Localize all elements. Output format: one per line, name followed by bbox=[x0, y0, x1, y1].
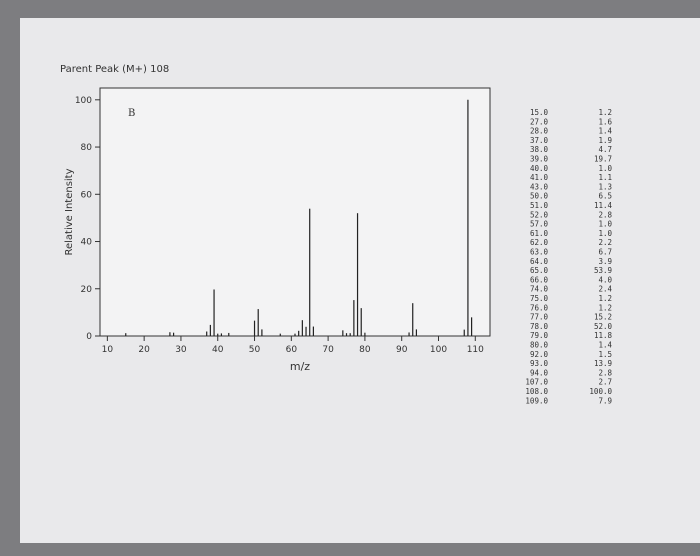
plot-frame bbox=[99, 87, 491, 337]
x-axis-label: m/z bbox=[290, 360, 310, 373]
table-mz: 27.0 bbox=[530, 117, 549, 126]
table-intensity: 1.0 bbox=[598, 164, 612, 173]
x-tick-label: 10 bbox=[102, 345, 114, 355]
table-intensity: 2.4 bbox=[598, 285, 612, 294]
table-intensity: 1.0 bbox=[598, 229, 612, 238]
y-tick-label: 0 bbox=[86, 332, 92, 342]
table-intensity: 1.2 bbox=[598, 108, 612, 117]
table-intensity: 1.3 bbox=[598, 182, 612, 191]
table-intensity: 3.9 bbox=[598, 257, 612, 266]
x-tick-label: 20 bbox=[138, 345, 150, 355]
table-mz: 61.0 bbox=[530, 229, 549, 238]
table-intensity: 4.7 bbox=[598, 145, 612, 154]
table-mz: 94.0 bbox=[530, 368, 549, 377]
table-intensity: 53.9 bbox=[594, 266, 612, 275]
table-mz: 52.0 bbox=[530, 210, 549, 219]
table-mz: 75.0 bbox=[530, 294, 549, 303]
table-mz: 92.0 bbox=[530, 350, 549, 359]
table-mz: 109.0 bbox=[525, 396, 548, 405]
x-tick-label: 50 bbox=[249, 345, 261, 355]
x-tick-label: 40 bbox=[212, 345, 224, 355]
table-mz: 62.0 bbox=[530, 238, 549, 247]
table-mz: 37.0 bbox=[530, 136, 549, 145]
y-tick-label: 20 bbox=[81, 285, 93, 295]
table-mz: 63.0 bbox=[530, 248, 549, 257]
table-intensity: 15.2 bbox=[594, 313, 612, 322]
chart-title: Parent Peak (M+) 108 bbox=[60, 64, 169, 75]
table-intensity: 4.0 bbox=[598, 275, 612, 284]
table-intensity: 11.4 bbox=[594, 201, 613, 210]
table-mz: 78.0 bbox=[530, 322, 549, 331]
table-mz: 41.0 bbox=[530, 173, 549, 182]
annotation: B bbox=[128, 108, 135, 119]
x-tick-label: 80 bbox=[359, 345, 371, 355]
x-tick-label: 60 bbox=[286, 345, 298, 355]
table-intensity: 1.6 bbox=[598, 117, 612, 126]
table-mz: 28.0 bbox=[530, 127, 549, 136]
table-mz: 40.0 bbox=[530, 164, 549, 173]
table-mz: 74.0 bbox=[530, 285, 549, 294]
table-mz: 66.0 bbox=[530, 275, 549, 284]
x-tick-label: 90 bbox=[396, 345, 408, 355]
table-intensity: 1.2 bbox=[598, 303, 612, 312]
table-mz: 80.0 bbox=[530, 341, 549, 350]
y-tick-label: 60 bbox=[81, 190, 93, 200]
table-intensity: 1.5 bbox=[598, 350, 612, 359]
y-tick-label: 40 bbox=[81, 238, 93, 248]
table-intensity: 2.8 bbox=[598, 368, 612, 377]
table-intensity: 1.9 bbox=[598, 136, 612, 145]
table-mz: 93.0 bbox=[530, 359, 549, 368]
table-mz: 77.0 bbox=[530, 313, 549, 322]
table-mz: 107.0 bbox=[525, 378, 548, 387]
table-mz: 51.0 bbox=[530, 201, 549, 210]
table-intensity: 1.4 bbox=[598, 127, 612, 136]
table-intensity: 13.9 bbox=[594, 359, 612, 368]
table-intensity: 6.7 bbox=[598, 248, 612, 257]
table-mz: 65.0 bbox=[530, 266, 549, 275]
table-intensity: 2.8 bbox=[598, 210, 612, 219]
table-intensity: 52.0 bbox=[594, 322, 613, 331]
table-mz: 64.0 bbox=[530, 257, 549, 266]
table-mz: 15.0 bbox=[530, 108, 549, 117]
table-intensity: 2.7 bbox=[598, 378, 612, 387]
table-intensity: 11.8 bbox=[594, 331, 613, 340]
table-intensity: 1.0 bbox=[598, 220, 612, 229]
x-tick-label: 110 bbox=[467, 345, 484, 355]
table-intensity: 7.9 bbox=[598, 396, 612, 405]
y-tick-label: 80 bbox=[81, 143, 93, 153]
x-tick-label: 100 bbox=[430, 345, 447, 355]
y-axis-label: Relative Intensity bbox=[64, 168, 75, 255]
table-mz: 38.0 bbox=[530, 145, 549, 154]
table-intensity: 1.4 bbox=[598, 341, 612, 350]
table-mz: 39.0 bbox=[530, 155, 549, 164]
table-intensity: 19.7 bbox=[594, 155, 612, 164]
table-intensity: 2.2 bbox=[598, 238, 612, 247]
table-intensity: 1.2 bbox=[598, 294, 612, 303]
x-tick-label: 70 bbox=[322, 345, 334, 355]
y-tick-label: 100 bbox=[75, 96, 92, 106]
table-mz: 57.0 bbox=[530, 220, 549, 229]
table-intensity: 100.0 bbox=[589, 387, 612, 396]
table-mz: 43.0 bbox=[530, 182, 549, 191]
table-mz: 50.0 bbox=[530, 192, 549, 201]
table-mz: 79.0 bbox=[530, 331, 549, 340]
x-tick-label: 30 bbox=[175, 345, 187, 355]
table-mz: 76.0 bbox=[530, 303, 549, 312]
table-mz: 108.0 bbox=[525, 387, 548, 396]
table-intensity: 6.5 bbox=[598, 192, 612, 201]
table-intensity: 1.1 bbox=[598, 173, 612, 182]
